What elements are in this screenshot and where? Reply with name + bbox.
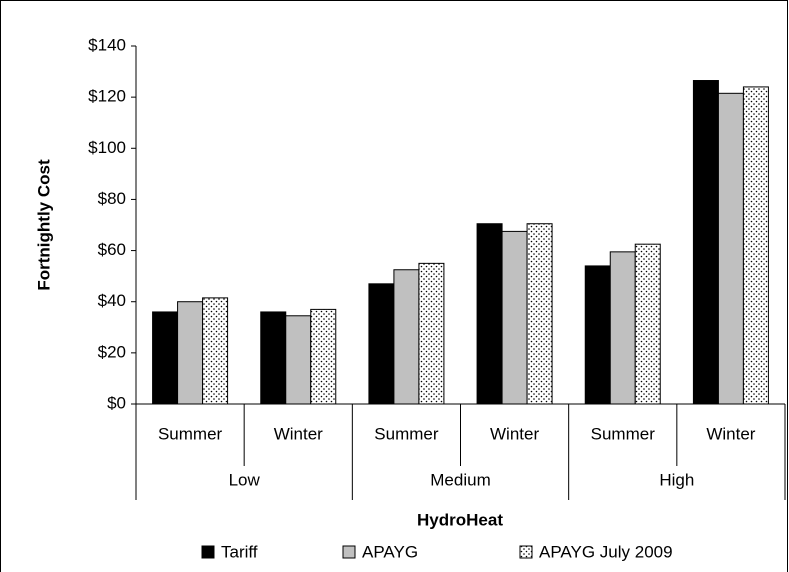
y-tick-label: $80 [98,189,126,208]
legend-swatch [519,545,533,559]
bar [501,230,528,405]
x-tick-label: Winter [274,424,323,443]
group-label: High [659,470,694,489]
y-axis-title: Fortnightly Cost [34,159,53,291]
y-tick-label: $100 [88,138,126,157]
x-tick-label: Summer [374,424,439,443]
legend-label: APAYG July 2009 [539,542,673,561]
bar [692,80,719,405]
bar [742,86,769,405]
bar [177,301,204,405]
bar [152,311,179,405]
bar [418,262,445,405]
x-tick-label: Winter [706,424,755,443]
bar [310,308,337,405]
bar [260,311,287,405]
legend-swatch [342,545,356,559]
group-label: Medium [430,470,490,489]
x-tick-label: Winter [490,424,539,443]
bar [717,92,744,405]
bar [634,243,661,405]
y-tick-label: $120 [88,87,126,106]
bar [584,265,611,405]
legend-label: Tariff [221,542,258,561]
legend-swatch [201,545,215,559]
y-tick-label: $140 [88,35,126,54]
x-axis-title: HydroHeat [417,510,503,529]
bar [609,251,636,405]
bar [202,297,229,405]
group-label: Low [229,470,261,489]
y-tick-label: $0 [107,393,126,412]
bar [285,315,312,405]
bar [476,223,503,405]
y-tick-label: $40 [98,291,126,310]
x-tick-label: Summer [591,424,656,443]
y-tick-label: $20 [98,342,126,361]
bar [368,283,395,405]
y-tick-label: $60 [98,240,126,259]
bar [393,269,420,405]
bar [526,223,553,405]
x-tick-label: Summer [158,424,223,443]
legend-label: APAYG [362,542,418,561]
